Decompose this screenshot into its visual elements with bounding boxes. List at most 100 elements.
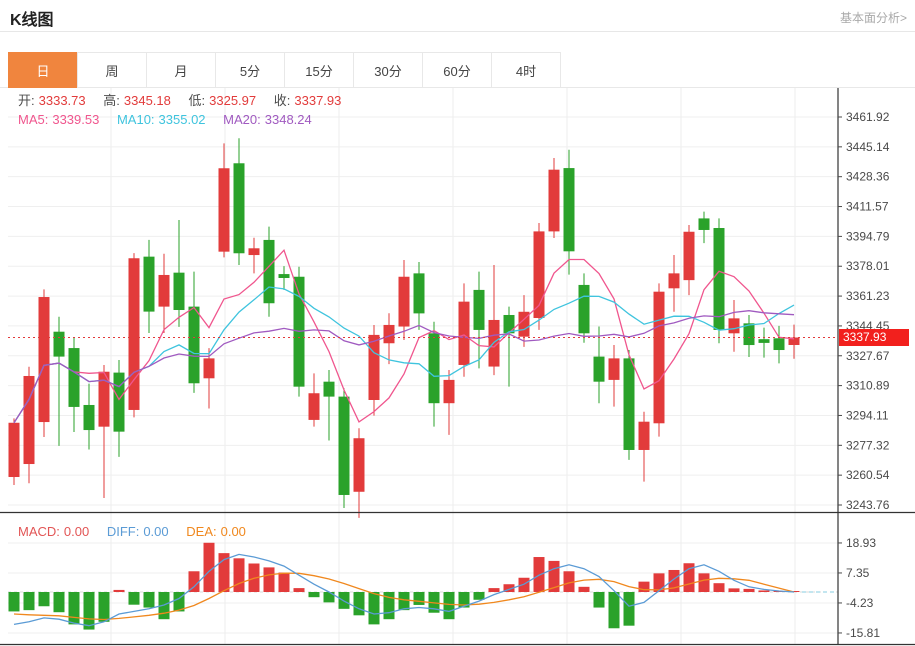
- dea-value: 0.00: [220, 524, 246, 539]
- price-axis-label: 3428.36: [846, 170, 890, 184]
- macd-bar: [128, 592, 140, 605]
- tab-月[interactable]: 月: [146, 52, 216, 88]
- macd-bar: [218, 553, 230, 592]
- macd-bar: [368, 592, 380, 625]
- macd-axis-label: -15.81: [846, 626, 880, 640]
- high-label: 高:: [103, 93, 120, 108]
- macd-axis-label: -4.23: [846, 596, 874, 610]
- candle-body: [83, 404, 95, 431]
- price-axis-label: 3378.01: [846, 259, 890, 273]
- price-axis-label: 3294.11: [846, 408, 889, 422]
- candle-body: [668, 273, 680, 289]
- candle-body: [143, 256, 155, 312]
- macd-bar: [38, 592, 50, 607]
- macd-bar: [83, 592, 95, 630]
- candle-body: [353, 438, 365, 492]
- candle-body: [458, 301, 470, 365]
- tab-15分[interactable]: 15分: [284, 52, 354, 88]
- macd-bar: [548, 560, 560, 592]
- macd-bar: [503, 584, 515, 592]
- macd-bar: [758, 590, 770, 592]
- ma10-label: MA10:: [116, 112, 155, 127]
- candle-body: [203, 358, 215, 379]
- candle-body: [278, 274, 290, 278]
- macd-bar: [683, 563, 695, 592]
- candle-body: [38, 297, 50, 423]
- macd-bar: [173, 592, 185, 612]
- macd-label: MACD:: [18, 524, 60, 539]
- tab-5分[interactable]: 5分: [215, 52, 285, 88]
- macd-bar: [53, 592, 65, 613]
- candle-body: [518, 311, 530, 337]
- candle-body: [593, 356, 605, 382]
- price-axis-label: 3445.14: [846, 140, 890, 154]
- ma5-line: [13, 248, 795, 424]
- ma-legend: MA5: 3339.53 MA10: 3355.02 MA20: 3348.24: [18, 112, 316, 127]
- candle-body: [413, 273, 425, 314]
- fundamental-analysis-link[interactable]: 基本面分析>: [839, 11, 907, 25]
- tab-日[interactable]: 日: [8, 52, 78, 88]
- candle-body: [608, 358, 620, 380]
- candle-body: [218, 168, 230, 252]
- candle-body: [623, 358, 635, 450]
- candle-body: [68, 348, 80, 407]
- candle-body: [368, 334, 380, 400]
- macd-bar: [113, 589, 125, 592]
- candle-body: [113, 372, 125, 432]
- candle-body: [338, 396, 350, 495]
- candle-body: [233, 163, 245, 254]
- macd-legend: MACD: 0.00 DIFF: 0.00 DEA: 0.00: [18, 524, 250, 539]
- candle-body: [383, 324, 395, 344]
- macd-bar: [308, 592, 320, 598]
- open-value: 3333.73: [38, 93, 86, 108]
- macd-bar: [233, 558, 245, 592]
- tab-60分[interactable]: 60分: [422, 52, 492, 88]
- macd-bar: [623, 592, 635, 626]
- diff-line: [13, 553, 795, 627]
- candle-body: [473, 289, 485, 330]
- macd-bar: [293, 588, 305, 592]
- macd-bar: [68, 592, 80, 625]
- candle-body: [533, 231, 545, 319]
- candle-body: [263, 239, 275, 304]
- candle-body: [128, 258, 140, 410]
- candle-body: [638, 421, 650, 450]
- low-value: 3325.97: [209, 93, 257, 108]
- price-axis-label: 3243.76: [846, 498, 890, 512]
- candle-body: [578, 284, 590, 334]
- candle-body: [698, 218, 710, 230]
- current-price-badge: 3337.93: [839, 329, 909, 347]
- macd-bar: [668, 569, 680, 592]
- tab-30分[interactable]: 30分: [353, 52, 423, 88]
- macd-bar: [653, 573, 665, 592]
- candle-body: [398, 276, 410, 327]
- ma5-value: 3339.53: [52, 112, 100, 127]
- close-value: 3337.93: [294, 93, 342, 108]
- macd-bar: [8, 592, 20, 612]
- macd-bar: [593, 592, 605, 608]
- macd-bar: [263, 567, 275, 592]
- dea-line: [13, 572, 795, 621]
- macd-bar: [638, 581, 650, 592]
- price-axis-label: 3260.54: [846, 468, 890, 482]
- macd-bar: [578, 586, 590, 592]
- candle-body: [173, 272, 185, 311]
- dea-label: DEA:: [186, 524, 217, 539]
- macd-bar: [743, 588, 755, 592]
- macd-bar: [563, 571, 575, 592]
- macd-value: 0.00: [63, 524, 90, 539]
- candle-body: [428, 333, 440, 404]
- candle-body: [248, 248, 260, 256]
- ma20-label: MA20:: [223, 112, 261, 127]
- candle-body: [713, 228, 725, 330]
- price-axis-label: 3394.79: [846, 229, 890, 243]
- tab-4时[interactable]: 4时: [491, 52, 561, 88]
- macd-bar: [488, 588, 500, 592]
- macd-bar: [608, 592, 620, 629]
- macd-bar: [98, 592, 110, 622]
- macd-bar: [398, 592, 410, 611]
- diff-label: DIFF:: [106, 524, 140, 539]
- high-value: 3345.18: [123, 93, 171, 108]
